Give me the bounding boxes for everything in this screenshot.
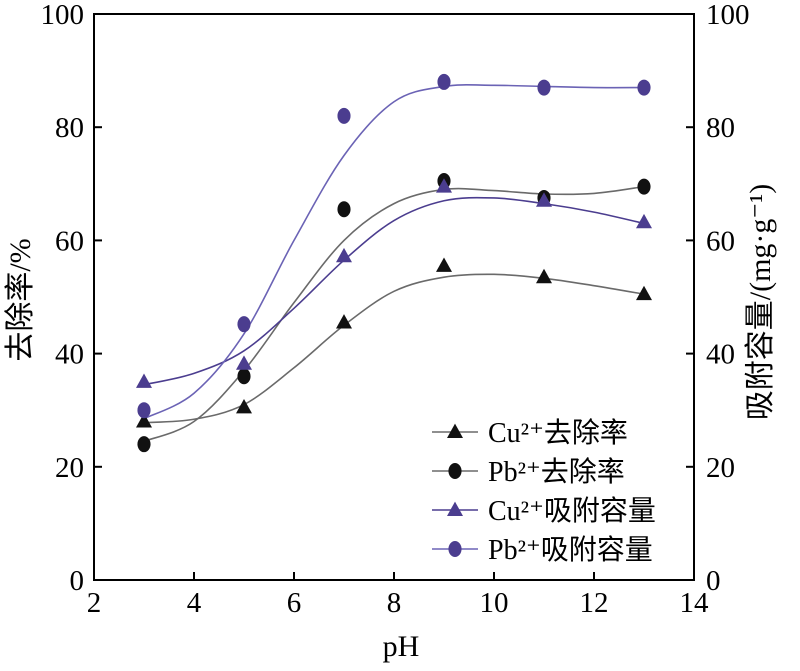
legend-label-cu-capacity: Cu²⁺吸附容量 (488, 495, 656, 527)
cu-removal-point-5 (636, 285, 652, 301)
y2-tick-label: 100 (706, 0, 750, 31)
y2-tick-label: 20 (706, 452, 735, 484)
legend: Cu²⁺去除率 Pb²⁺去除率 Cu²⁺吸附容量 Pb²⁺吸附容量 (432, 417, 656, 566)
y2-tick-label: 40 (706, 339, 735, 371)
legend-marker-cu-removal (447, 423, 463, 438)
y2-tick-label: 0 (706, 565, 721, 597)
y-tick-label: 80 (55, 112, 84, 144)
legend-marker-cu-capacity (447, 501, 463, 516)
cu-removal-point-1 (236, 398, 252, 414)
x-tick-label: 6 (287, 587, 302, 619)
legend-marker-pb-capacity (448, 541, 462, 557)
data-markers (136, 73, 652, 453)
x-axis-title: pH (383, 630, 420, 663)
pb-removal-point-2 (337, 201, 351, 218)
legend-label-pb-removal: Pb²⁺去除率 (488, 456, 625, 488)
legend-label-pb-capacity: Pb²⁺吸附容量 (488, 534, 653, 566)
y-tick-label: 100 (41, 0, 85, 31)
pb-removal-curve (143, 185, 645, 443)
cu-removal-point-4 (536, 268, 552, 284)
pb-capacity-point-2 (337, 107, 351, 124)
cu-removal-point-2 (336, 314, 352, 329)
y-tick-label: 60 (55, 225, 84, 257)
pb-capacity-curve (143, 84, 645, 420)
fit-curves (143, 84, 645, 443)
x-tick-label: 2 (87, 587, 102, 619)
x-tick-label: 8 (387, 587, 402, 619)
cu-capacity-point-1 (236, 355, 252, 370)
pb-removal-point-1 (237, 368, 251, 385)
y2-tick-label: 80 (706, 112, 735, 144)
cu-capacity-point-0 (136, 373, 152, 388)
cu-capacity-curve (143, 196, 645, 386)
pb-capacity-point-3 (437, 73, 451, 90)
cu-removal-point-3 (436, 257, 452, 272)
y-axis-title: 去除率/% (4, 238, 37, 361)
pb-capacity-point-5 (637, 79, 651, 96)
x-tick-label: 12 (580, 587, 609, 619)
pb-removal-point-0 (137, 436, 151, 453)
legend-label-cu-removal: Cu²⁺去除率 (488, 417, 628, 449)
cu-capacity-point-3 (436, 178, 452, 193)
pb-capacity-point-0 (137, 402, 151, 419)
pb-capacity-point-4 (537, 79, 551, 96)
y-tick-label: 20 (55, 452, 84, 484)
y-tick-label: 40 (55, 339, 84, 371)
cu-capacity-point-2 (336, 247, 352, 263)
pb-removal-point-5 (637, 178, 651, 195)
cu-capacity-point-4 (536, 192, 552, 207)
cu-removal-point-0 (136, 413, 152, 428)
legend-marker-pb-removal (448, 463, 462, 479)
x-tick-label: 14 (680, 587, 710, 619)
cu-removal-curve (143, 273, 645, 424)
x-tick-label: 10 (480, 587, 509, 619)
cu-capacity-point-5 (636, 213, 652, 229)
x-tick-label: 4 (187, 587, 202, 619)
y-tick-label: 0 (70, 565, 85, 597)
y2-tick-label: 60 (706, 225, 735, 257)
pb-capacity-point-1 (237, 316, 251, 333)
y2-axis-title: 吸附容量/(mg·g⁻¹) (744, 184, 777, 420)
